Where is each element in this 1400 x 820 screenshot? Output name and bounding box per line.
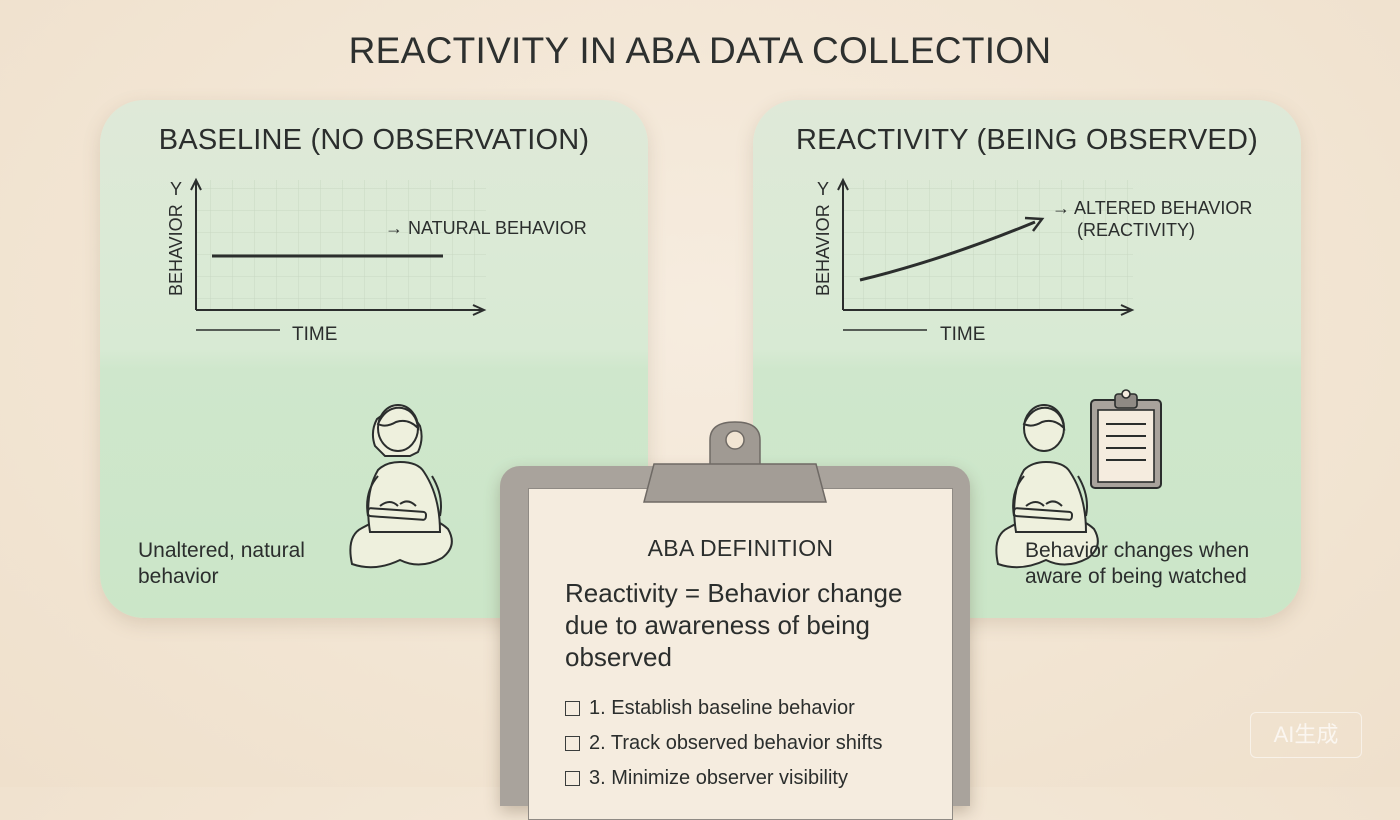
- checkbox-icon: [565, 771, 580, 786]
- baseline-caption: Unaltered, natural behavior: [138, 539, 305, 588]
- baseline-y-label: BEHAVIOR: [166, 204, 186, 296]
- baseline-panel: BASELINE (NO OBSERVATION) Y BEHAVIOR → N…: [100, 100, 648, 618]
- checkbox-icon: [565, 701, 580, 716]
- reactivity-panel-title: REACTIVITY (BEING OBSERVED): [796, 124, 1258, 156]
- definition-body: Reactivity = Behavior change due to awar…: [565, 578, 903, 672]
- reactivity-caption: Behavior changes when aware of being wat…: [1025, 539, 1250, 588]
- reactivity-annotation-line1: → ALTERED BEHAVIOR: [1052, 198, 1252, 218]
- reactivity-x-label: TIME: [940, 324, 985, 345]
- definition-paper: ABA DEFINITION Reactivity = Behavior cha…: [528, 488, 953, 820]
- baseline-x-arrow: [472, 304, 487, 316]
- reactivity-chart: Y BEHAVIOR → ALTERED BEHAVIOR (REACTIVIT…: [813, 177, 1252, 569]
- baseline-annotation: → NATURAL BEHAVIOR: [385, 218, 587, 238]
- child-using-tablet-icon: [995, 404, 1099, 569]
- reactivity-curve-arrow: [1024, 216, 1045, 232]
- definition-step: 2. Track observed behavior shifts: [565, 726, 945, 761]
- watermark: AI生成: [1250, 712, 1362, 758]
- reactivity-y-label: BEHAVIOR: [813, 204, 833, 296]
- definition-step-text: 3. Minimize observer visibility: [589, 767, 848, 789]
- baseline-panel-title: BASELINE (NO OBSERVATION): [158, 124, 590, 156]
- checkbox-icon: [565, 736, 580, 751]
- baseline-chart: Y BEHAVIOR → NATURAL BEHAVIOR TIME: [166, 177, 587, 569]
- definition-heading: ABA DEFINITION: [647, 535, 834, 561]
- definition-steps: 1. Establish baseline behavior 2. Track …: [565, 691, 945, 796]
- reactivity-y-letter: Y: [817, 179, 829, 199]
- reactivity-grid: [843, 180, 1133, 310]
- definition-step-text: 2. Track observed behavior shifts: [589, 732, 883, 754]
- baseline-x-label: TIME: [292, 324, 337, 345]
- page-title: REACTIVITY IN ABA DATA COLLECTION: [348, 30, 1052, 71]
- reactivity-x-arrow: [1120, 304, 1135, 316]
- reactivity-y-arrow: [837, 177, 849, 191]
- definition-step: 1. Establish baseline behavior: [565, 691, 945, 726]
- definition-clipboard: ABA DEFINITION Reactivity = Behavior cha…: [500, 466, 970, 820]
- child-using-tablet-icon: [349, 404, 453, 569]
- baseline-y-letter: Y: [170, 179, 182, 199]
- clipboard-clip-icon: [643, 421, 827, 503]
- baseline-grid: [196, 180, 486, 310]
- reactivity-behavior-curve: [859, 220, 1036, 282]
- baseline-y-arrow: [190, 177, 202, 191]
- definition-step-text: 1. Establish baseline behavior: [589, 697, 855, 719]
- reactivity-annotation-line2: (REACTIVITY): [1077, 220, 1195, 240]
- definition-step: 3. Minimize observer visibility: [565, 761, 945, 796]
- clipboard-icon: [1090, 389, 1162, 489]
